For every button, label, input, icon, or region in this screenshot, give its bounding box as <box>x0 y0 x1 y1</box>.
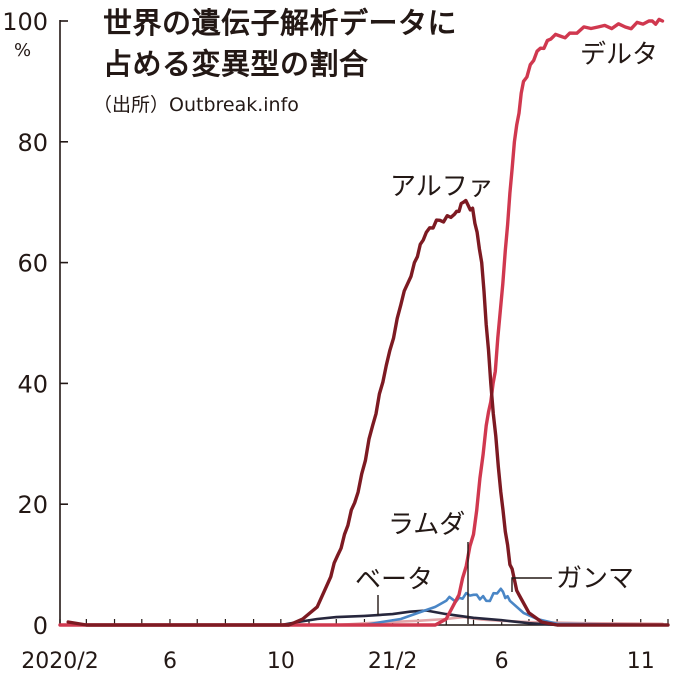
x-tick-label: 11 <box>627 649 655 674</box>
label-alpha: アルファ <box>390 172 494 202</box>
series-group <box>58 17 670 627</box>
y-tick-label: 20 <box>17 491 48 519</box>
chart-title-line1: 世界の遺伝子解析データに <box>103 6 458 40</box>
x-tick-label: 21/2 <box>368 649 417 674</box>
y-tick-label: 0 <box>33 612 48 640</box>
label-gamma: ガンマ <box>556 564 634 594</box>
y-tick-label: 60 <box>17 250 48 278</box>
label-delta: デルタ <box>580 40 658 70</box>
leader-gamma <box>511 577 552 592</box>
y-tick-label: 100 <box>2 8 48 36</box>
x-axis: 2020/2 6 10 21/2 6 11 <box>21 619 669 674</box>
x-tick-label: 10 <box>267 649 295 674</box>
series-line-デルタ <box>58 17 665 627</box>
x-tick-label: 2020/2 <box>21 649 98 674</box>
y-tick-label: 80 <box>17 129 48 157</box>
chart-title: 世界の遺伝子解析データに 占める変異型の割合 <box>103 3 457 85</box>
chart-title-line2: 占める変異型の割合 <box>103 47 369 81</box>
y-unit-label: % <box>14 40 32 61</box>
x-tick-label: 6 <box>495 649 509 674</box>
series-line-ガンマ <box>58 587 670 627</box>
x-tick-label: 6 <box>163 649 177 674</box>
label-beta: ベータ <box>355 565 433 595</box>
series-line-ベータ <box>58 609 670 627</box>
y-axis: 0 20 40 60 80 100 <box>2 8 68 640</box>
series-line-アルファ <box>66 198 670 627</box>
label-lambda: ラムダ <box>388 510 465 540</box>
chart-source: （出所）Outbreak.info <box>93 94 299 116</box>
y-tick-label: 40 <box>17 370 48 398</box>
